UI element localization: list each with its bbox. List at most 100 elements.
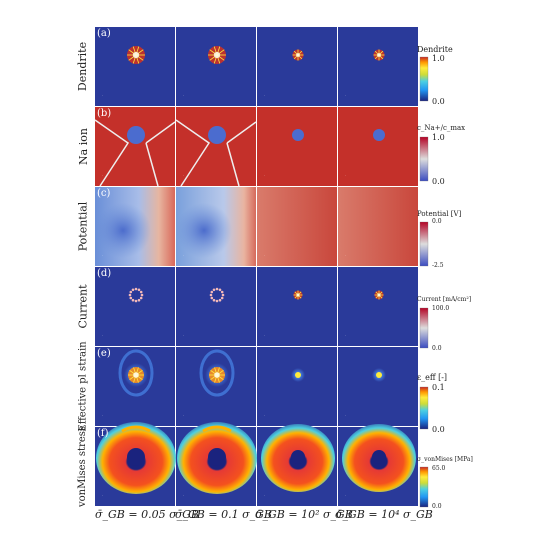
panel-r3-c3: . xyxy=(257,187,337,266)
colorbar-min-potential: -2.5 xyxy=(432,262,444,269)
panel-letter-e: (e) xyxy=(97,348,111,359)
panel-r2-c4: . xyxy=(338,107,418,186)
column-label-4: σ̄_GB = 10⁴ σ_GB xyxy=(335,508,433,521)
panel-letter-f: (f) xyxy=(97,428,109,439)
panel-grid: ........................ xyxy=(94,27,418,506)
svg-text:.: . xyxy=(345,92,346,97)
svg-text:.: . xyxy=(183,492,184,497)
svg-text:.: . xyxy=(183,332,184,337)
panel-r4-c1: . xyxy=(95,267,175,346)
colorbar-title-stress: σ_vonMises [MPa] xyxy=(417,456,473,463)
panel-letter-c: (c) xyxy=(97,188,111,199)
colorbar-group xyxy=(419,56,429,508)
panel-r6-c2: . xyxy=(176,422,257,506)
colorbar-min-dendrite: 0.0 xyxy=(432,97,445,106)
panel-r4-c4: . xyxy=(338,267,418,346)
svg-text:.: . xyxy=(183,92,184,97)
svg-text:.: . xyxy=(345,332,346,337)
panel-r2-c1: . xyxy=(94,107,176,187)
colorbar-title-dendrite: Dendrite xyxy=(417,45,453,54)
current-hotspot xyxy=(293,290,303,300)
current-hotspot xyxy=(209,287,225,303)
panel-r5-c3: . xyxy=(257,347,337,426)
panel-r6-c1: . xyxy=(95,422,176,506)
colorbar-min-strain: 0.0 xyxy=(432,425,445,434)
colorbar-min-na: 0.0 xyxy=(432,177,445,186)
column-label-2: σ̄_GB = 0.1 σ_GB xyxy=(175,508,272,521)
colorbar-max-dendrite: 1.0 xyxy=(432,54,445,63)
colorbar-max-stress: 65.0 xyxy=(432,465,446,472)
svg-text:.: . xyxy=(102,412,103,417)
panel-r6-c4: . xyxy=(338,424,418,506)
panel-letter-a: (a) xyxy=(97,28,111,39)
panel-r1-c2: . xyxy=(176,27,256,106)
svg-text:.: . xyxy=(102,92,103,97)
current-hotspot xyxy=(128,287,144,303)
svg-text:.: . xyxy=(102,252,103,257)
panel-r2-c3: . xyxy=(257,107,337,186)
colorbar-title-na: c_Na+/c_max xyxy=(417,124,466,132)
panel-letter-d: (d) xyxy=(97,268,112,279)
panel-r4-c2: . xyxy=(176,267,256,346)
colorbar-3 xyxy=(419,221,429,267)
panel-r1-c1: . xyxy=(95,27,175,106)
svg-text:.: . xyxy=(264,492,265,497)
row-label-na-ion: Na ion xyxy=(76,128,90,165)
row-label-vonmises: vonMises stress xyxy=(77,425,89,508)
dendrite-shape xyxy=(127,46,145,64)
svg-text:.: . xyxy=(345,412,346,417)
panel-letter-b: (b) xyxy=(97,108,112,119)
colorbar-min-current: 0.0 xyxy=(432,345,442,352)
svg-text:.: . xyxy=(183,172,184,177)
colorbar-min-stress: 0.0 xyxy=(432,503,442,510)
panel-r3-c4: . xyxy=(338,187,418,266)
svg-text:.: . xyxy=(264,412,265,417)
dendrite-shape xyxy=(373,49,385,61)
svg-text:.: . xyxy=(102,492,103,497)
row-label-plastic-strain: Effective pl strain xyxy=(77,341,89,432)
strain-core xyxy=(209,367,225,383)
dendrite-shape xyxy=(208,46,226,64)
panel-r5-c4: . xyxy=(338,347,418,426)
svg-text:.: . xyxy=(264,332,265,337)
row-label-potential: Potential xyxy=(76,201,90,252)
panel-r1-c3: . xyxy=(257,27,337,106)
colorbar-2 xyxy=(419,136,429,182)
panel-r4-c3: . xyxy=(257,267,337,346)
svg-text:.: . xyxy=(345,252,346,257)
svg-text:.: . xyxy=(183,412,184,417)
svg-text:.: . xyxy=(102,172,103,177)
colorbar-max-na: 1.0 xyxy=(432,133,445,142)
svg-text:.: . xyxy=(345,172,346,177)
panel-r1-c4: . xyxy=(338,27,418,106)
column-label-1: σ̄_GB = 0.05 σ_GB xyxy=(95,508,199,521)
row-label-current: Current xyxy=(76,284,90,329)
panel-r5-c1: . xyxy=(95,347,175,426)
colorbar-max-potential: 0.0 xyxy=(432,218,442,225)
svg-text:.: . xyxy=(183,252,184,257)
colorbar-4 xyxy=(419,307,429,349)
svg-text:.: . xyxy=(264,252,265,257)
current-hotspot xyxy=(374,290,384,300)
svg-text:.: . xyxy=(264,172,265,177)
column-label-3: σ̄_GB = 10² σ_GB xyxy=(255,508,353,521)
panel-r5-c2: . xyxy=(176,347,256,426)
colorbar-1 xyxy=(419,56,429,102)
colorbar-max-strain: 0.1 xyxy=(432,383,445,392)
colorbar-max-current: 100.0 xyxy=(432,305,450,312)
svg-text:.: . xyxy=(102,332,103,337)
colorbar-6 xyxy=(419,466,429,508)
panel-r3-c1: . xyxy=(95,187,175,266)
colorbar-title-potential: Potential [V] xyxy=(417,210,462,218)
colorbar-5 xyxy=(419,386,429,430)
colorbar-title-strain: ε_eff [-] xyxy=(417,373,448,382)
dendrite-shape xyxy=(292,49,304,61)
svg-text:.: . xyxy=(345,492,346,497)
panel-r2-c2: . xyxy=(175,107,257,187)
strain-core xyxy=(128,367,144,383)
svg-text:.: . xyxy=(264,92,265,97)
row-label-dendrite: Dendrite xyxy=(76,41,90,92)
colorbar-title-current: Current [mA/cm²] xyxy=(417,296,472,303)
panel-r6-c3: . xyxy=(257,424,337,506)
